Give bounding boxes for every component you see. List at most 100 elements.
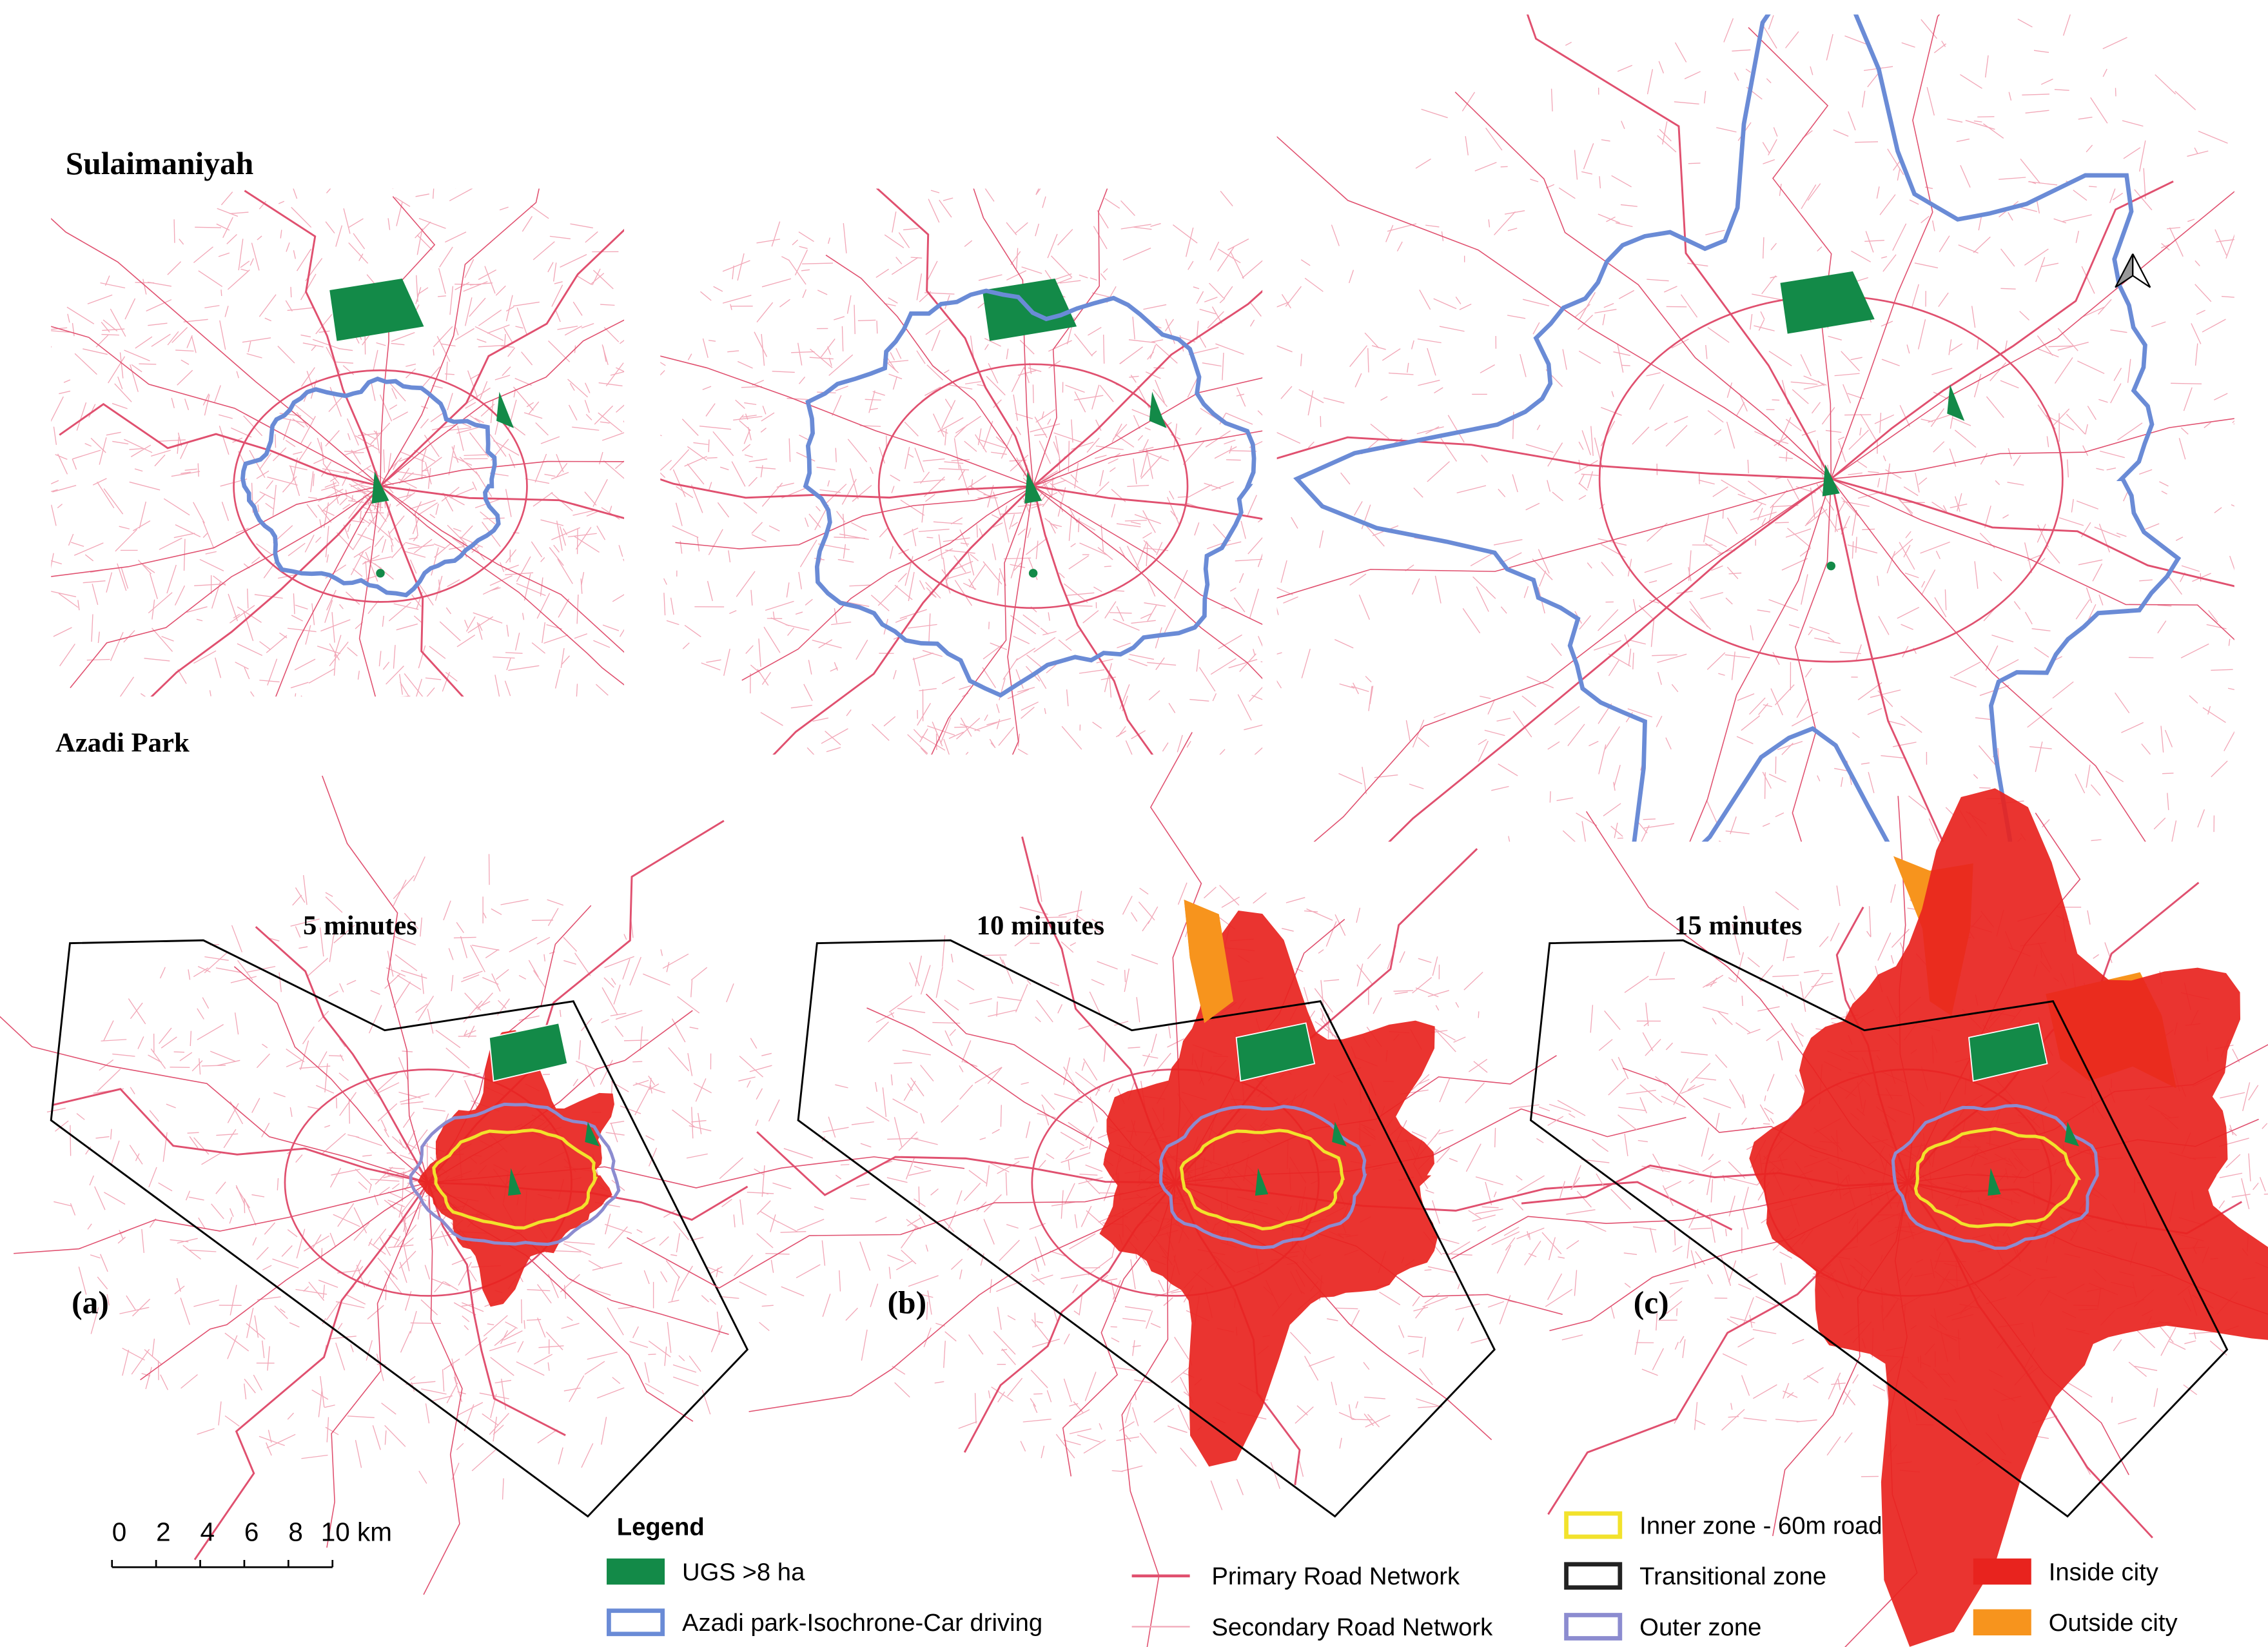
secondary-road (554, 669, 561, 689)
secondary-road (1323, 397, 1345, 404)
secondary-road (78, 1267, 87, 1295)
secondary-road (1777, 1040, 1783, 1061)
secondary-road (907, 1218, 921, 1227)
secondary-road (910, 1077, 924, 1097)
secondary-road (1158, 1279, 1165, 1292)
secondary-road (1866, 931, 1872, 938)
secondary-road (1057, 229, 1073, 246)
secondary-road (374, 535, 384, 547)
secondary-road (1017, 733, 1020, 747)
secondary-road (2019, 206, 2038, 212)
secondary-road (215, 657, 222, 678)
secondary-road (442, 671, 451, 692)
secondary-road (990, 1279, 992, 1294)
secondary-road (1046, 1153, 1055, 1159)
secondary-road (581, 1443, 594, 1468)
secondary-road (563, 1243, 591, 1256)
secondary-road (1319, 530, 1324, 548)
primary-road (380, 486, 625, 685)
secondary-road (1144, 427, 1151, 431)
secondary-road (545, 1331, 563, 1350)
secondary-road (2248, 1153, 2251, 1181)
secondary-road (338, 1072, 349, 1081)
secondary-road (629, 956, 641, 986)
secondary-road (1603, 302, 1614, 308)
secondary-road (2248, 1085, 2259, 1101)
secondary-road (325, 526, 329, 558)
secondary-road (453, 1302, 476, 1316)
secondary-road (285, 300, 293, 311)
secondary-road (2104, 942, 2113, 963)
secondary-road (1041, 1445, 1045, 1459)
secondary-road (1615, 222, 1633, 228)
secondary-road (1690, 1250, 1696, 1268)
secondary-road (474, 326, 503, 341)
secondary-road (1773, 127, 1778, 137)
secondary-road (308, 497, 317, 499)
secondary-road (648, 433, 658, 440)
secondary-road (1068, 1159, 1070, 1170)
secondary-road (400, 970, 427, 979)
secondary-road (435, 1073, 455, 1098)
secondary-road (1372, 337, 1379, 359)
secondary-road (280, 1308, 286, 1313)
secondary-road (607, 1307, 624, 1336)
secondary-road (650, 376, 656, 378)
secondary-road (1095, 419, 1102, 431)
secondary-road (988, 1009, 1017, 1017)
secondary-road (264, 1222, 275, 1235)
secondary-road (198, 1218, 206, 1228)
secondary-road (1019, 340, 1035, 355)
secondary-road (1611, 1058, 1619, 1070)
secondary-road (944, 461, 964, 464)
secondary-road (805, 598, 813, 606)
secondary-road (856, 1183, 870, 1187)
secondary-road (1042, 196, 1046, 208)
secondary-road (1182, 441, 1205, 466)
secondary-road (272, 484, 277, 516)
secondary-road (1212, 693, 1217, 702)
secondary-road (1709, 1213, 1716, 1243)
secondary-road (380, 1119, 387, 1132)
secondary-road (399, 1210, 408, 1232)
secondary-road (632, 1061, 643, 1063)
secondary-road (1738, 1283, 1752, 1290)
secondary-road (1403, 380, 1420, 382)
secondary-road (131, 1348, 150, 1375)
ugs-park (1968, 1022, 2048, 1082)
secondary-road (1124, 1306, 1151, 1311)
secondary-road (722, 295, 752, 304)
secondary-road (645, 1383, 665, 1395)
secondary-road (797, 1219, 825, 1231)
secondary-road (1419, 1368, 1433, 1385)
secondary-road (1723, 18, 1734, 43)
secondary-road (563, 1241, 595, 1245)
secondary-road (1491, 785, 1509, 791)
secondary-road (1471, 1337, 1490, 1344)
secondary-road (1712, 0, 1723, 3)
secondary-road (343, 471, 350, 474)
secondary-road (1439, 326, 1465, 332)
secondary-road (540, 519, 564, 526)
secondary-road (326, 1301, 340, 1321)
secondary-road (1031, 1338, 1060, 1348)
secondary-road (1411, 1131, 1427, 1139)
secondary-road (787, 398, 808, 400)
secondary-road (1434, 1029, 1456, 1052)
secondary-road (1112, 1279, 1121, 1300)
secondary-road (901, 1250, 917, 1265)
secondary-road (324, 1063, 328, 1093)
secondary-road (943, 738, 950, 755)
secondary-road (1111, 1337, 1120, 1343)
secondary-road (1418, 582, 1429, 589)
secondary-road (1265, 243, 1271, 248)
secondary-road (1133, 415, 1140, 429)
secondary-road (1365, 481, 1368, 490)
secondary-road (1933, 43, 1947, 54)
secondary-road (292, 418, 305, 428)
secondary-road (395, 954, 418, 971)
secondary-road (464, 1029, 467, 1036)
secondary-road (1960, 165, 1971, 188)
secondary-road (1808, 629, 1813, 636)
secondary-road (1350, 546, 1354, 566)
